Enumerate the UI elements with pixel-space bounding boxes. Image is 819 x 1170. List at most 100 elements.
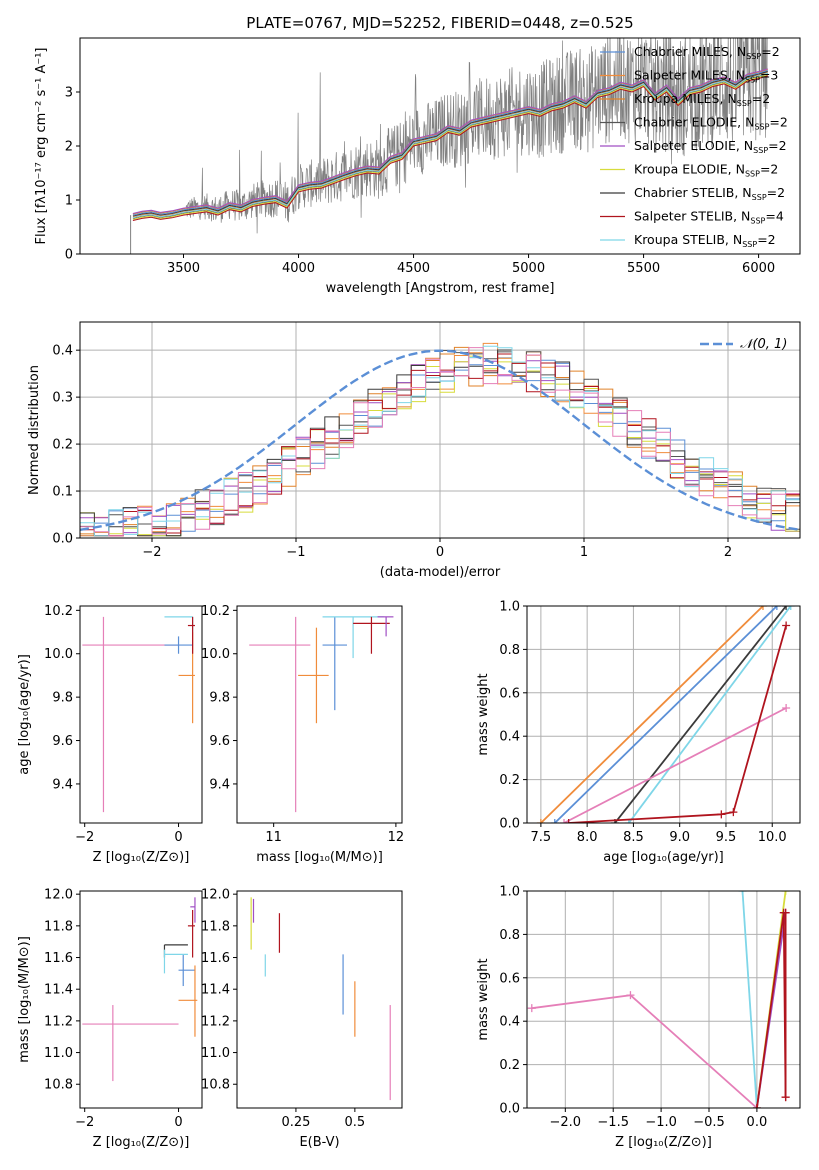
y-tick-label: 9.4: [52, 777, 73, 792]
x-tick-label: 0.5: [345, 1115, 366, 1130]
x-tick-label: 8.5: [623, 830, 644, 845]
axes-frame: [526, 890, 801, 1109]
legend-suffix: =2: [768, 138, 786, 153]
x-tick-label: −1.0: [645, 1115, 677, 1130]
x-tick-label: −2.0: [550, 1115, 582, 1130]
y-tick-label: 0.4: [499, 1015, 520, 1030]
x-tick-label: 4500: [397, 261, 430, 276]
y-tick-label: 11.2: [201, 1014, 230, 1029]
y-tick-label: 0.8: [499, 643, 520, 658]
x-tick-label: 4000: [282, 261, 315, 276]
cumulative-line: [540, 606, 764, 823]
legend-sub: SSP: [745, 76, 760, 85]
y-tick-label: 0.4: [52, 344, 73, 359]
y-tick-label: 10.0: [201, 647, 230, 662]
data-point: [781, 908, 790, 917]
legend-suffix: =2: [757, 232, 775, 247]
legend-suffix: =2: [752, 91, 770, 106]
data-point: [564, 819, 573, 823]
y-tick-label: 0.2: [499, 1058, 520, 1073]
y-tick-label: 11.0: [201, 1046, 230, 1061]
axes-frame: [79, 890, 203, 1109]
legend-sub: SSP: [752, 193, 767, 202]
axes-residuals: [76, 321, 801, 542]
y-tick-label: 0.2: [52, 438, 73, 453]
legend-sub: SSP: [753, 146, 768, 155]
data-point: [772, 606, 781, 610]
plot-area: [82, 897, 198, 1082]
model-line: [132, 68, 768, 214]
plot-area: [80, 342, 800, 537]
y-tick-label: 0.3: [52, 391, 73, 406]
data-point: [781, 1093, 790, 1102]
x-tick-label: 10.0: [758, 830, 787, 845]
axes-mass_vs_ebv: [233, 890, 403, 1112]
data-point: [738, 891, 747, 895]
y-tick-label: 11.6: [44, 951, 73, 966]
x-tick-label: 9.5: [716, 830, 737, 845]
legend-entry: 𝒩(0, 1): [740, 337, 787, 352]
x-tick-label: 5000: [512, 261, 545, 276]
legend-entry: Chabrier MILES, NSSP=2: [634, 44, 780, 61]
plot-area: [82, 616, 195, 813]
y-tick-label: 10.2: [44, 604, 73, 619]
spectrum-edge: [114, 215, 132, 254]
axes-cumulative_Z: [523, 890, 801, 1112]
y-tick-label: 9.8: [209, 691, 230, 706]
legend-entry: Salpeter MILES, NSSP=3: [634, 68, 778, 85]
data-point: [758, 606, 767, 610]
x-tick-label: 8.0: [577, 830, 598, 845]
data-point: [626, 991, 635, 1000]
model-line: [132, 75, 768, 221]
figure-title: PLATE=0767, MJD=52252, FIBERID=0448, z=0…: [246, 14, 633, 32]
y-tick-label: 10.0: [44, 647, 73, 662]
x-tick-label: −1: [286, 545, 305, 560]
plot-area: [250, 897, 391, 1101]
x-tick-label: 0.25: [281, 1115, 310, 1130]
x-axis-label: Z [log₁₀(Z/Z⊙)]: [93, 1135, 190, 1150]
plot-area: [114, 38, 768, 254]
y-tick-label: 11.4: [44, 983, 73, 998]
axes-mass_vs_Z: [76, 890, 203, 1112]
x-axis-label: E(B-V): [299, 1135, 339, 1150]
x-tick-label: 5500: [627, 261, 660, 276]
axes-cumulative_age: [523, 605, 801, 827]
axes-frame: [236, 605, 403, 824]
legend-sub: SSP: [754, 123, 769, 132]
legend-suffix: =2: [760, 162, 778, 177]
legend-entry: Salpeter ELODIE, NSSP=2: [634, 138, 787, 155]
plot-area: [527, 891, 790, 1108]
y-tick-label: 11.8: [44, 919, 73, 934]
axes-frame: [236, 890, 403, 1109]
x-tick-label: −2: [75, 1115, 94, 1130]
y-tick-label: 0.2: [499, 773, 520, 788]
legend-suffix: =2: [769, 115, 787, 130]
y-tick-label: 0.0: [499, 1102, 520, 1117]
data-point: [560, 819, 569, 823]
data-point: [781, 891, 790, 895]
y-tick-label: 1.0: [499, 885, 520, 900]
cumulative-line: [554, 606, 778, 823]
x-tick-label: 0.0: [747, 1115, 768, 1130]
y-tick-label: 0.4: [499, 730, 520, 745]
x-axis-label: wavelength [Angstrom, rest frame]: [326, 281, 555, 296]
y-axis-label: mass [log₁₀(M/M⊙)]: [17, 936, 32, 1063]
y-tick-label: 3: [65, 86, 73, 101]
legend-suffix: =2: [767, 185, 785, 200]
plot-area: [536, 606, 795, 823]
x-tick-label: 11: [265, 830, 282, 845]
legend-sub: SSP: [745, 170, 760, 179]
data-point: [782, 621, 791, 630]
x-tick-label: −2: [75, 830, 94, 845]
y-tick-label: 9.6: [209, 734, 230, 749]
data-point: [550, 819, 559, 823]
y-tick-label: 12.0: [44, 888, 73, 903]
data-point: [536, 819, 545, 823]
axes-spectrum: [76, 37, 801, 258]
y-tick-label: 0.8: [499, 928, 520, 943]
y-axis-label: mass weight: [476, 958, 491, 1040]
y-tick-label: 9.6: [52, 734, 73, 749]
y-tick-label: 2: [65, 140, 73, 155]
legend-entry: Salpeter STELIB, NSSP=4: [634, 209, 784, 226]
